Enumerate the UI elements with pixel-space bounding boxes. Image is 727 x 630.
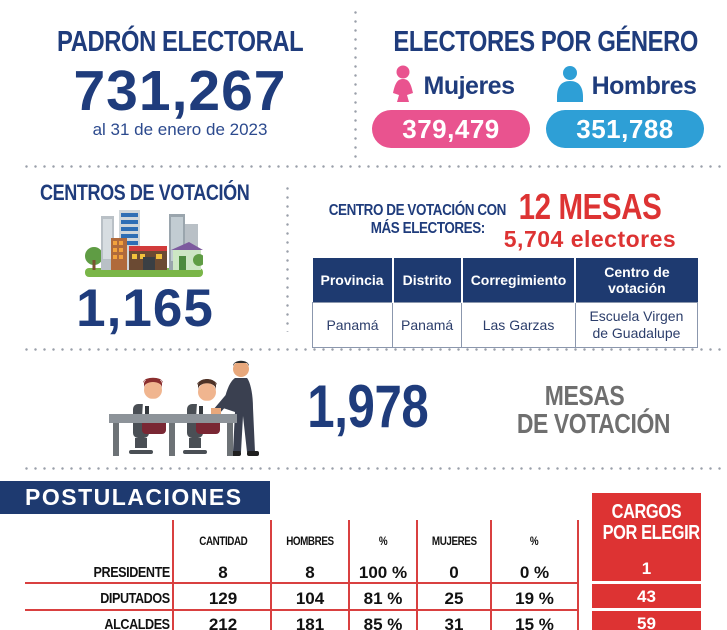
male-count-pill: 351,788: [546, 110, 704, 148]
female-icon: [388, 65, 418, 108]
header-cantidad: CANTIDAD: [198, 534, 248, 548]
divider-middle-vertical: [286, 184, 289, 332]
row-label: DIPUTADOS: [100, 590, 171, 607]
cell-mujeres: 25: [444, 589, 464, 608]
centro-mas-table: Provincia Distrito Corregimiento Centro …: [311, 258, 699, 348]
centro-mas-mesas: 12 MESAS: [518, 186, 662, 227]
grid-line-v4: [416, 520, 418, 630]
grid-line-h2: [25, 609, 579, 611]
header-mujeres: MUJERES: [431, 534, 477, 548]
centros-value: 1,165: [76, 279, 214, 338]
grid-line-v3: [348, 520, 350, 630]
mesas-value: 1,978: [307, 373, 429, 440]
cell-centro: Escuela Virgen de Guadalupe: [574, 302, 699, 348]
centro-mas-label: CENTRO DE VOTACIÓN CON MÁS ELECTORES:: [328, 202, 507, 237]
cell-hombres: 181: [295, 615, 325, 630]
divider-row2: [22, 348, 727, 351]
cargos-value: 1: [641, 559, 652, 578]
female-count-pill: 379,479: [372, 110, 530, 148]
postulaciones-title: POSTULACIONES: [25, 484, 243, 510]
table-row: Panamá Panamá Las Garzas Escuela Virgen …: [311, 302, 699, 348]
cargos-por-elegir-box: CARGOS POR ELEGIR 1 43 59: [592, 493, 701, 630]
centro-mas-electores: 5,704 electores: [503, 226, 677, 252]
male-label: Hombres: [591, 71, 697, 100]
cell-pct-hombres: 85 %: [363, 615, 403, 630]
cell-cantidad: 129: [208, 589, 238, 608]
female-electors-card: Mujeres 379,479: [372, 64, 530, 148]
divider-row1: [22, 165, 727, 168]
postulaciones-banner: POSTULACIONES: [0, 481, 270, 514]
cell-pct-hombres: 81 %: [363, 589, 403, 608]
header-pct-hombres: %: [378, 534, 388, 548]
cell-provincia: Panamá: [311, 302, 394, 348]
col-corregimiento: Corregimiento: [460, 258, 576, 303]
cell-pct-mujeres: 15 %: [515, 615, 554, 630]
divider-row3: [22, 467, 727, 470]
cell-hombres: 8: [305, 563, 315, 582]
cell-corregimiento: Las Garzas: [461, 302, 576, 348]
cell-pct-mujeres: 19 %: [515, 589, 554, 608]
gender-section-title: ELECTORES POR GÉNERO: [393, 26, 698, 58]
polling-table-illustration: [95, 356, 270, 463]
col-distrito: Distrito: [391, 258, 462, 303]
grid-line-v6: [577, 520, 579, 630]
row-label: ALCALDES: [104, 616, 171, 630]
cell-cantidad: 8: [218, 563, 228, 582]
city-illustration: [85, 202, 205, 285]
mesas-label: MESAS DE VOTACIÓN: [516, 380, 671, 439]
grid-line-h1: [25, 582, 579, 584]
cargos-value: 43: [637, 587, 656, 606]
divider-top-vertical: [354, 8, 357, 160]
table-header-row: Provincia Distrito Corregimiento Centro …: [312, 258, 698, 303]
padron-value: 731,267: [73, 59, 287, 123]
padron-title: PADRÓN ELECTORAL: [56, 26, 304, 58]
cell-hombres: 104: [295, 589, 325, 608]
cell-mujeres: 31: [444, 615, 464, 630]
header-hombres: HOMBRES: [286, 534, 334, 548]
grid-line-v5: [490, 520, 492, 630]
cell-pct-hombres: 100 %: [358, 563, 408, 582]
male-electors-card: Hombres 351,788: [546, 64, 704, 148]
cell-distrito: Panamá: [392, 302, 463, 348]
cell-mujeres: 0: [449, 563, 459, 582]
cargos-header: CARGOS POR ELEGIR: [602, 501, 700, 544]
col-provincia: Provincia: [312, 258, 393, 303]
col-centro: Centro de votación: [574, 258, 698, 303]
cell-cantidad: 212: [208, 615, 238, 630]
row-label: PRESIDENTE: [93, 564, 171, 581]
cargos-value: 59: [637, 614, 656, 630]
cell-pct-mujeres: 0 %: [519, 563, 550, 582]
centros-title: CENTROS DE VOTACIÓN: [40, 180, 250, 205]
cargos-separator: [592, 581, 701, 584]
padron-date: al 31 de enero de 2023: [92, 120, 268, 139]
grid-line-v1: [172, 520, 174, 630]
female-label: Mujeres: [423, 71, 515, 100]
male-icon: [554, 65, 586, 108]
header-pct-mujeres: %: [530, 534, 539, 548]
cargos-separator: [592, 608, 701, 611]
grid-line-v2: [270, 520, 272, 630]
